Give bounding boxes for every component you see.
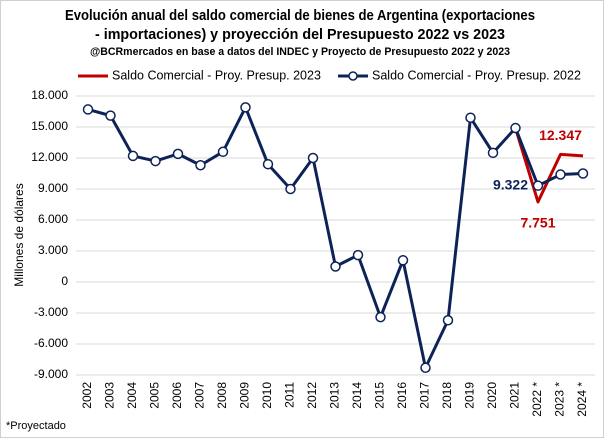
y-tick-label: 9.000 (38, 181, 68, 195)
data-point (555, 169, 566, 180)
data-point (127, 150, 139, 162)
data-label: 7.751 (520, 215, 555, 231)
y-tick-label: -6.000 (34, 336, 68, 350)
data-label: 9.322 (493, 176, 528, 192)
x-tick-label: 2002 (80, 382, 94, 409)
x-tick-label: 2008 (215, 382, 229, 409)
x-tick-label: 2014 (350, 382, 364, 409)
data-label: 12.347 (539, 127, 582, 143)
y-tick-label: 6.000 (38, 212, 68, 226)
y-tick-label: 12.000 (31, 150, 68, 164)
data-point (577, 168, 589, 179)
x-tick-label: 2015 (373, 382, 387, 409)
y-tick-label: -3.000 (34, 305, 68, 319)
legend-marker (348, 71, 358, 81)
data-point (532, 180, 544, 191)
y-tick-label: 0 (61, 274, 68, 288)
x-tick-label: 2010 (260, 382, 274, 409)
data-point (240, 102, 251, 113)
x-tick-label: 2016 (395, 382, 409, 409)
y-tick-label: -9.000 (34, 367, 68, 381)
x-tick-label: 2017 (418, 382, 432, 409)
y-axis-label: Millones de dólares (12, 183, 26, 286)
x-tick-label: 2023 * (553, 382, 567, 417)
x-tick-label: 2021 (508, 382, 522, 409)
x-tick-label: 2007 (193, 382, 207, 409)
x-tick-label: 2018 (440, 382, 454, 409)
y-tick-label: 15.000 (31, 119, 68, 133)
x-tick-label: 2020 (485, 382, 499, 409)
series-line (514, 127, 584, 204)
legend-label: Saldo Comercial - Proy. Presup. 2022 (372, 68, 581, 82)
data-point (397, 255, 409, 266)
data-point (82, 104, 94, 115)
x-tick-label: 2006 (170, 382, 184, 409)
x-tick-label: 2019 (463, 382, 477, 409)
data-point (442, 314, 454, 326)
chart-subtitle: @BCRmercados en base a datos del INDEC y… (90, 46, 510, 58)
x-tick-label: 2012 (305, 382, 319, 409)
data-point (330, 261, 341, 272)
chart-title: - importaciones) y proyección del Presup… (95, 26, 505, 43)
data-point (217, 146, 229, 158)
data-point (195, 159, 206, 171)
x-tick-label: 2003 (103, 382, 117, 409)
data-point (307, 152, 319, 164)
data-point (285, 183, 296, 195)
data-point (262, 158, 274, 170)
data-point (150, 155, 161, 167)
data-point (375, 311, 386, 323)
data-point (465, 112, 476, 123)
data-point (510, 122, 521, 134)
footnote: *Proyectado (6, 420, 66, 432)
data-point (352, 249, 364, 261)
y-tick-label: 3.000 (38, 243, 68, 257)
x-tick-label: 2004 (125, 382, 139, 409)
legend-label: Saldo Comercial - Proy. Presup. 2023 (112, 68, 321, 82)
x-tick-label: 2005 (148, 382, 162, 409)
x-tick-label: 2009 (238, 382, 252, 409)
data-point (420, 362, 431, 374)
x-tick-label: 2024 * (575, 382, 589, 417)
x-tick-label: 2022 * (530, 382, 544, 417)
chart-title: Evolución anual del saldo comercial de b… (65, 7, 535, 24)
x-tick-label: 2011 (283, 382, 297, 408)
data-point (105, 110, 116, 121)
y-tick-label: 18.000 (31, 88, 68, 102)
data-point (172, 148, 184, 160)
data-point (487, 147, 499, 159)
x-tick-label: 2013 (328, 382, 342, 409)
